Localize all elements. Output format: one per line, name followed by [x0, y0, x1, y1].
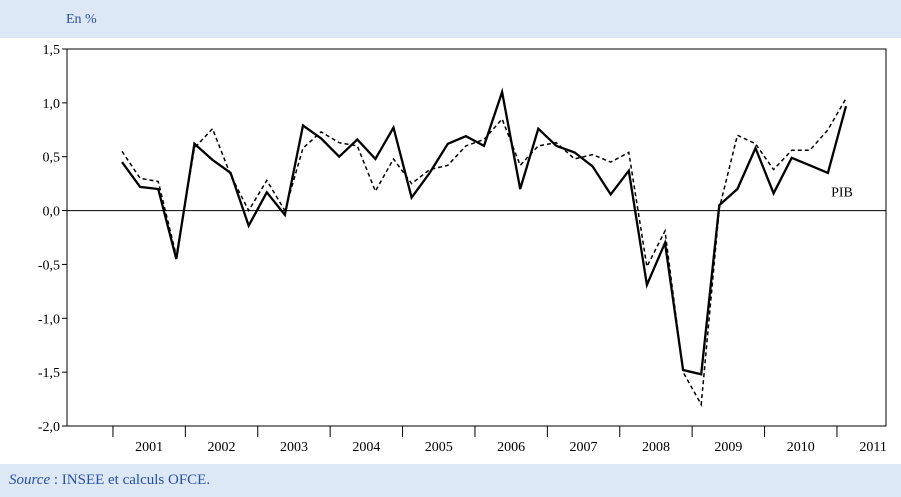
x-tick-label: 2006	[497, 440, 525, 455]
source-label: Source	[9, 472, 50, 488]
x-tick-label: 2010	[787, 440, 815, 455]
annotation-label: PIB	[831, 186, 853, 201]
y-tick-label: -1,5	[38, 366, 60, 381]
source-note: Source : INSEE et calculs OFCE.	[9, 472, 210, 489]
unit-label: En %	[66, 12, 97, 28]
plot-frame	[67, 49, 886, 426]
chart-panel: 1,5 1,0 0,5 0,0 -0,5 -1,0 -1,5 -2,0 2001 2002 2003…	[0, 38, 901, 464]
x-tick-label: 2004	[352, 440, 380, 455]
x-tick-label: 2009	[714, 440, 742, 455]
y-tick-label: -0,5	[38, 258, 60, 273]
x-tick-label: 2001	[135, 440, 163, 455]
x-tick-label: 2002	[208, 440, 236, 455]
y-tick-label: 1,5	[43, 43, 61, 58]
y-tick-label: -1,0	[38, 312, 60, 327]
source-text: INSEE et calculs OFCE.	[62, 472, 210, 488]
y-tick-label: 0,0	[43, 205, 61, 220]
y-tick-label: 1,0	[43, 97, 61, 112]
series-line-pib	[122, 92, 846, 374]
source-separator: :	[50, 472, 62, 488]
x-tick-label: 2003	[280, 440, 308, 455]
x-tick-label: 2011	[859, 440, 886, 455]
y-tick-label: -2,0	[38, 420, 60, 435]
x-tick-label: 2007	[570, 440, 598, 455]
x-tick-label: 2008	[642, 440, 670, 455]
x-tick-label: 2005	[425, 440, 453, 455]
y-tick-label: 0,5	[43, 151, 61, 166]
chart: 1,5 1,0 0,5 0,0 -0,5 -1,0 -1,5 -2,0 2001 2002 2003…	[0, 38, 901, 464]
